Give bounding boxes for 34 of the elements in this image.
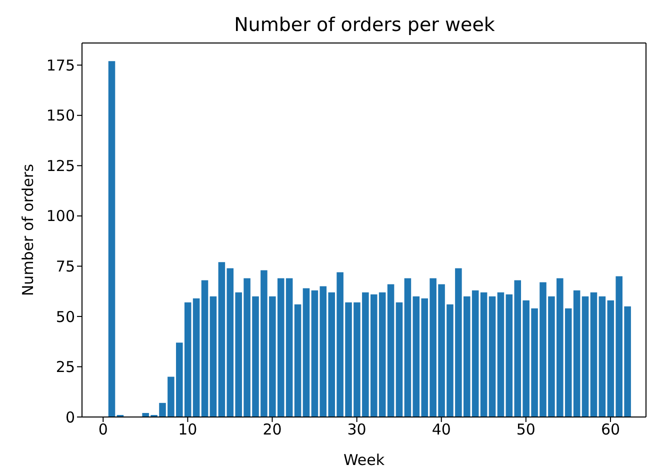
x-tick-label: 20 xyxy=(262,420,282,439)
x-tick-label: 0 xyxy=(98,420,108,439)
y-tick-label: 125 xyxy=(46,156,75,175)
bar xyxy=(488,296,496,417)
y-tick-label: 25 xyxy=(56,358,75,376)
bar xyxy=(108,61,116,417)
y-axis-title: Number of orders xyxy=(19,163,37,296)
bar xyxy=(396,302,403,417)
x-axis-title: Week xyxy=(343,451,385,467)
y-tick-label: 50 xyxy=(56,308,75,326)
y-tick-label: 175 xyxy=(46,56,75,74)
x-tick-label: 40 xyxy=(432,420,451,439)
bar xyxy=(590,292,598,417)
y-tick-label: 150 xyxy=(46,106,75,125)
bar xyxy=(582,296,589,417)
bar xyxy=(302,288,310,417)
bar xyxy=(387,284,394,417)
y-tick-label: 0 xyxy=(65,408,75,426)
x-tick-label: 10 xyxy=(178,420,198,439)
y-tick-label: 100 xyxy=(46,207,75,226)
bar xyxy=(210,296,217,417)
x-tick-label: 60 xyxy=(600,420,620,439)
y-tick-label: 75 xyxy=(56,258,75,276)
x-tick-label: 30 xyxy=(347,420,366,439)
bar xyxy=(497,292,504,417)
chart-title: Number of orders per week xyxy=(233,14,496,36)
bar xyxy=(404,278,412,417)
bar xyxy=(480,292,488,417)
bar xyxy=(598,296,606,417)
bar xyxy=(192,298,200,417)
bar xyxy=(311,290,318,417)
x-tick-label: 50 xyxy=(516,420,536,439)
bar xyxy=(294,304,302,417)
bar xyxy=(201,280,208,417)
